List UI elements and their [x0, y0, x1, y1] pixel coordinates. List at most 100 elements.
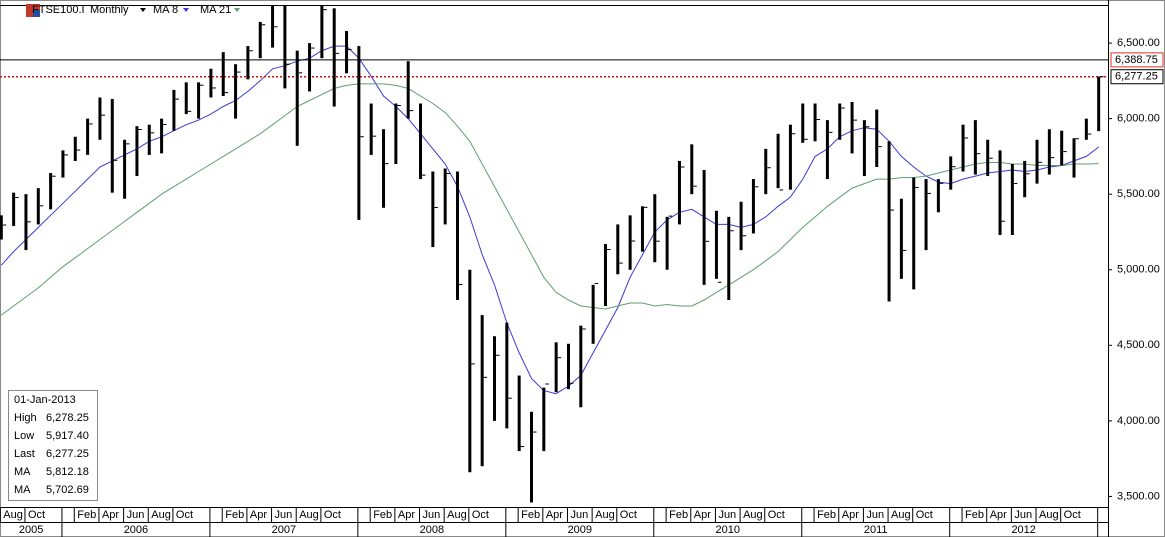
- price-bar: [628, 215, 632, 270]
- info-label: Last: [14, 448, 35, 460]
- price-bar: [813, 103, 817, 142]
- x-tick-label: Feb: [817, 509, 836, 521]
- price-bar: [480, 315, 484, 467]
- y-tick-label: 4,000.00: [1117, 415, 1160, 427]
- price-bar: [308, 43, 312, 92]
- x-tick-label: Jun: [127, 509, 145, 521]
- x-tick-label: Feb: [521, 509, 540, 521]
- price-bar: [283, 5, 287, 89]
- price-bar: [123, 139, 127, 199]
- price-bar: [973, 120, 977, 175]
- price-bar: [949, 156, 953, 190]
- price-bar: [234, 64, 238, 119]
- price-bar: [887, 141, 891, 302]
- price-bar: [801, 103, 805, 143]
- info-label: Low: [14, 430, 34, 442]
- y-tick-label: 6,000.00: [1117, 113, 1160, 125]
- info-value: 5,812.18: [46, 466, 89, 478]
- price-bar: [456, 171, 460, 300]
- price-bar: [924, 179, 928, 251]
- x-tick-label: Oct: [472, 509, 489, 521]
- price-bar: [468, 269, 472, 473]
- price-bar: [702, 170, 706, 285]
- x-tick-label: Oct: [28, 509, 45, 521]
- x-tick-label: Jun: [423, 509, 441, 521]
- info-value: 5,702.69: [46, 484, 89, 496]
- y-tick-label: 4,500.00: [1117, 339, 1160, 351]
- price-bar: [419, 103, 423, 180]
- price-bar: [345, 30, 349, 74]
- x-tick-label: Oct: [324, 509, 341, 521]
- x-tick-label: Feb: [669, 509, 688, 521]
- price-bar: [73, 136, 77, 161]
- info-value: 6,278.25: [46, 412, 89, 424]
- price-bar: [271, 5, 275, 48]
- price-bar: [529, 411, 533, 503]
- price-bar: [406, 61, 410, 119]
- price-bar: [1010, 163, 1014, 235]
- price-bar: [443, 168, 447, 225]
- price-bar: [554, 342, 558, 393]
- y-tick-label: 6,500.00: [1117, 37, 1160, 49]
- price-bar: [640, 206, 644, 252]
- price-bar: [653, 194, 657, 263]
- price-bar: [1023, 160, 1027, 198]
- price-bar: [727, 216, 731, 300]
- ma-line: [1, 83, 1099, 316]
- price-bar: [850, 102, 854, 154]
- price-bar: [431, 171, 435, 248]
- ma-legend[interactable]: MA 21: [200, 4, 231, 16]
- price-bar: [591, 284, 595, 344]
- x-tick-label: Apr: [250, 509, 267, 521]
- price-bar: [776, 133, 780, 189]
- year-label: 2009: [568, 524, 592, 536]
- x-tick-label: Aug: [447, 509, 467, 521]
- price-bar: [579, 325, 583, 408]
- price-bar: [986, 139, 990, 177]
- x-tick-label: Aug: [3, 509, 23, 521]
- price-bar: [246, 46, 250, 80]
- price-bar: [899, 198, 903, 279]
- price-bar: [0, 215, 3, 240]
- price-bar: [382, 129, 386, 208]
- x-tick-label: Jun: [275, 509, 293, 521]
- price-bar: [1035, 139, 1039, 184]
- price-bar: [764, 148, 768, 195]
- x-tick-label: Apr: [990, 509, 1007, 521]
- info-box: 01-Jan-2013 High 6,278.25 Low 5,917.40 Last 6,…: [8, 390, 98, 501]
- price-bar: [517, 375, 521, 452]
- dropdown-arrow: [140, 8, 146, 12]
- price-bar: [751, 179, 755, 234]
- price-bar: [1072, 138, 1076, 178]
- price-bar: [616, 224, 620, 275]
- x-tick-label: Apr: [842, 509, 859, 521]
- price-bar: [493, 336, 496, 421]
- price-bar: [24, 194, 28, 251]
- price-bar: [147, 124, 151, 155]
- price-bar: [998, 150, 1002, 235]
- ma-line: [0, 45, 1100, 395]
- price-bar: [61, 150, 65, 178]
- price-bar: [49, 173, 53, 210]
- ma-legend[interactable]: MA 8: [153, 4, 178, 16]
- year-label: 2010: [716, 524, 740, 536]
- price-bar: [98, 97, 102, 140]
- price-bar: [172, 89, 176, 131]
- info-label: MA: [14, 466, 31, 478]
- y-tick-label: 5,000.00: [1117, 264, 1160, 276]
- interval: Monthly: [90, 4, 129, 16]
- price-label: 6,277.25: [1115, 71, 1158, 83]
- price-bar: [295, 50, 299, 146]
- price-bar: [936, 179, 940, 213]
- price-bar: [690, 144, 694, 195]
- price-bar: [838, 103, 842, 140]
- year-label: 2012: [1011, 524, 1035, 536]
- price-bar: [1047, 129, 1051, 175]
- year-label: 2006: [124, 524, 148, 536]
- price-label-box: [1110, 52, 1164, 68]
- price-bar: [86, 118, 90, 155]
- price-bar: [739, 201, 743, 251]
- dropdown-arrow: [234, 8, 240, 12]
- year-label: 2011: [864, 524, 888, 536]
